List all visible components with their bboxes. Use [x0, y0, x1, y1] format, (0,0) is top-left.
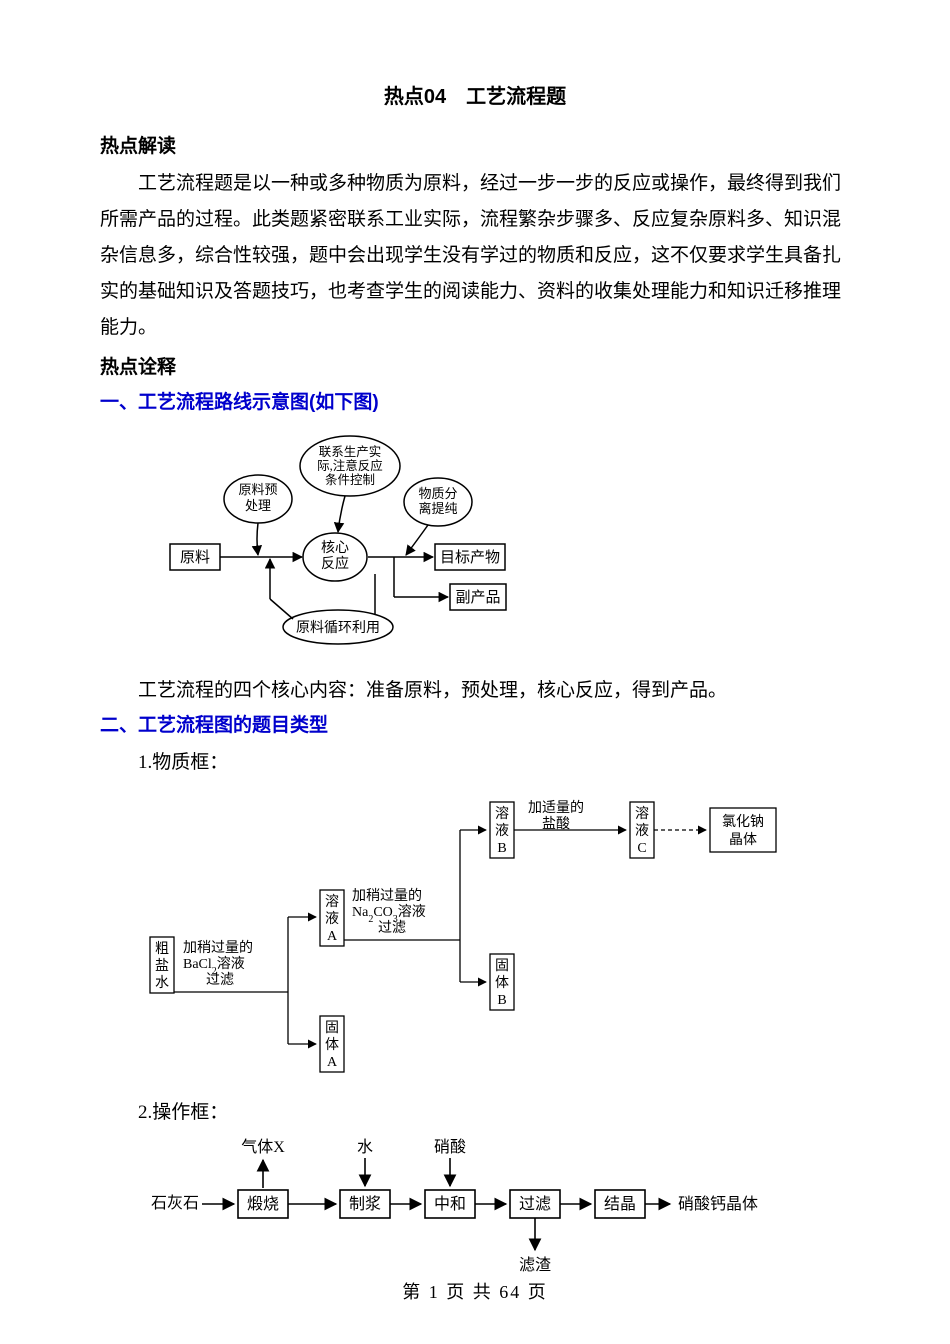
- svg-text:固: 固: [495, 959, 509, 974]
- diagram-1: 原料 核心 反应 目标产物 副产品 原料预 处理 联系生产实 际,注意反应: [160, 424, 850, 659]
- svg-text:C: C: [637, 841, 646, 856]
- svg-text:溶: 溶: [635, 806, 649, 822]
- svg-text:过滤: 过滤: [378, 920, 406, 936]
- blue-heading-1: 一、工艺流程路线示意图(如下图): [100, 387, 850, 414]
- svg-text:体: 体: [495, 975, 509, 991]
- d1-recycle: 原料循环利用: [296, 620, 380, 636]
- svg-text:体: 体: [325, 1037, 339, 1053]
- svg-text:反应: 反应: [321, 555, 349, 572]
- svg-text:滤渣: 滤渣: [519, 1256, 551, 1274]
- svg-text:水: 水: [357, 1138, 373, 1156]
- svg-text:固: 固: [325, 1021, 339, 1036]
- after-diagram1-text: 工艺流程的四个核心内容：准备原料，预处理，核心反应，得到产品。: [100, 675, 850, 702]
- svg-text:硝酸钙晶体: 硝酸钙晶体: [678, 1195, 758, 1213]
- svg-text:加稍过量的: 加稍过量的: [183, 940, 253, 956]
- svg-text:溶: 溶: [495, 806, 509, 822]
- svg-text:液: 液: [325, 911, 339, 927]
- sub-item-2: 2.操作框：: [138, 1097, 850, 1124]
- svg-text:际,注意反应: 际,注意反应: [317, 458, 383, 473]
- svg-text:制浆: 制浆: [349, 1195, 381, 1213]
- svg-text:条件控制: 条件控制: [325, 473, 375, 487]
- svg-text:加适量的: 加适量的: [528, 800, 584, 816]
- svg-text:B: B: [497, 993, 506, 1008]
- blue-heading-2: 二、工艺流程图的题目类型: [100, 710, 850, 737]
- svg-text:核心: 核心: [321, 540, 349, 556]
- intro-paragraph: 工艺流程题是以一种或多种物质为原料，经过一步一步的反应或操作，最终得到我们所需产…: [100, 166, 850, 346]
- svg-text:溶: 溶: [325, 894, 339, 910]
- svg-text:中和: 中和: [434, 1195, 466, 1213]
- svg-text:液: 液: [495, 823, 509, 839]
- svg-text:盐: 盐: [155, 958, 169, 974]
- page-title: 热点04 工艺流程题: [100, 80, 850, 109]
- d1-raw: 原料: [180, 549, 210, 566]
- svg-text:B: B: [497, 841, 506, 856]
- svg-text:煅烧: 煅烧: [247, 1195, 279, 1213]
- diagram-2: 粗 盐 水 加稍过量的 BaCl2溶液 过滤 溶 液 A 固 体 A: [140, 782, 850, 1087]
- sub-item-1: 1.物质框：: [138, 747, 850, 774]
- svg-text:晶体: 晶体: [729, 832, 757, 848]
- section-heading-1: 热点解读: [100, 131, 850, 158]
- svg-text:原料预: 原料预: [238, 482, 277, 497]
- page-container: 热点04 工艺流程题 热点解读 工艺流程题是以一种或多种物质为原料，经过一步一步…: [0, 0, 950, 1344]
- svg-text:结晶: 结晶: [604, 1195, 636, 1213]
- svg-text:离提纯: 离提纯: [418, 501, 457, 516]
- svg-text:加稍过量的: 加稍过量的: [352, 888, 422, 904]
- svg-text:过滤: 过滤: [206, 972, 234, 988]
- svg-text:气体X: 气体X: [241, 1138, 285, 1156]
- diagram-3: 气体X 水 硝酸 石灰石 煅烧 制浆 中和 过滤: [140, 1132, 850, 1287]
- d1-target: 目标产物: [440, 549, 500, 566]
- svg-text:处理: 处理: [245, 498, 271, 513]
- svg-text:A: A: [327, 1055, 338, 1070]
- svg-text:液: 液: [635, 823, 649, 839]
- d1-by: 副产品: [455, 589, 500, 606]
- svg-text:氯化钠: 氯化钠: [722, 814, 764, 830]
- page-footer: 第 1 页 共 64 页: [0, 1278, 950, 1304]
- svg-text:粗: 粗: [155, 941, 169, 957]
- section-heading-2: 热点诠释: [100, 352, 850, 379]
- svg-text:水: 水: [155, 975, 169, 991]
- svg-text:物质分: 物质分: [418, 486, 457, 501]
- svg-text:A: A: [327, 929, 338, 944]
- svg-text:石灰石: 石灰石: [151, 1194, 199, 1212]
- svg-text:联系生产实: 联系生产实: [319, 444, 382, 459]
- svg-text:硝酸: 硝酸: [434, 1138, 466, 1156]
- svg-text:过滤: 过滤: [519, 1195, 551, 1213]
